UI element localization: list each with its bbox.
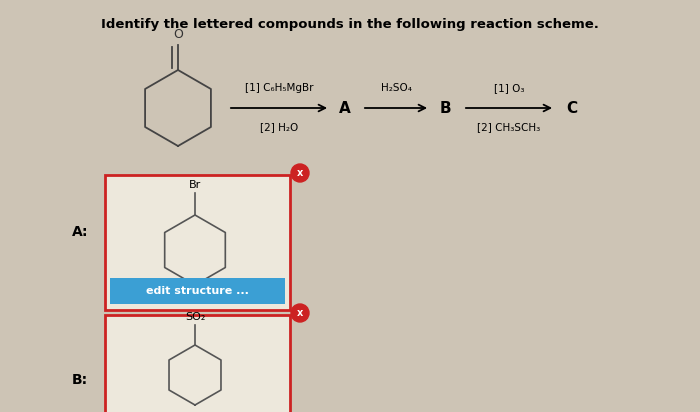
Text: A: A xyxy=(339,101,351,115)
Text: x: x xyxy=(297,168,303,178)
Text: [2] H₂O: [2] H₂O xyxy=(260,122,298,132)
Text: O: O xyxy=(173,28,183,41)
Text: [1] O₃: [1] O₃ xyxy=(494,83,524,93)
Text: A:: A: xyxy=(71,225,88,239)
Text: Identify the lettered compounds in the following reaction scheme.: Identify the lettered compounds in the f… xyxy=(101,18,599,31)
Circle shape xyxy=(291,304,309,322)
Text: B: B xyxy=(439,101,451,115)
Text: edit structure ...: edit structure ... xyxy=(146,286,249,296)
Circle shape xyxy=(291,164,309,182)
Text: C: C xyxy=(566,101,578,115)
Text: SO₂: SO₂ xyxy=(185,312,205,322)
Text: H₂SO₄: H₂SO₄ xyxy=(381,83,412,93)
Text: Br: Br xyxy=(189,180,201,190)
Text: [2] CH₃SCH₃: [2] CH₃SCH₃ xyxy=(477,122,540,132)
Text: x: x xyxy=(297,308,303,318)
FancyBboxPatch shape xyxy=(110,278,285,304)
Text: [1] C₆H₅MgBr: [1] C₆H₅MgBr xyxy=(245,83,314,93)
FancyBboxPatch shape xyxy=(105,175,290,310)
Text: B:: B: xyxy=(72,373,88,387)
FancyBboxPatch shape xyxy=(105,315,290,412)
